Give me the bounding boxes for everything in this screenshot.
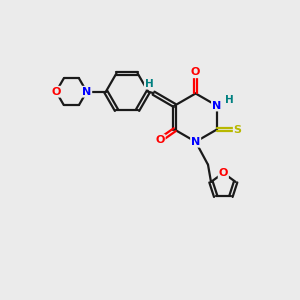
Text: S: S xyxy=(234,125,242,135)
Text: H: H xyxy=(224,95,233,105)
Text: N: N xyxy=(82,87,91,97)
Text: O: O xyxy=(51,87,61,97)
Text: O: O xyxy=(191,67,200,77)
Text: N: N xyxy=(212,100,221,110)
Text: O: O xyxy=(155,135,165,145)
Text: O: O xyxy=(219,168,228,178)
Text: N: N xyxy=(191,137,200,147)
Text: H: H xyxy=(145,79,154,89)
